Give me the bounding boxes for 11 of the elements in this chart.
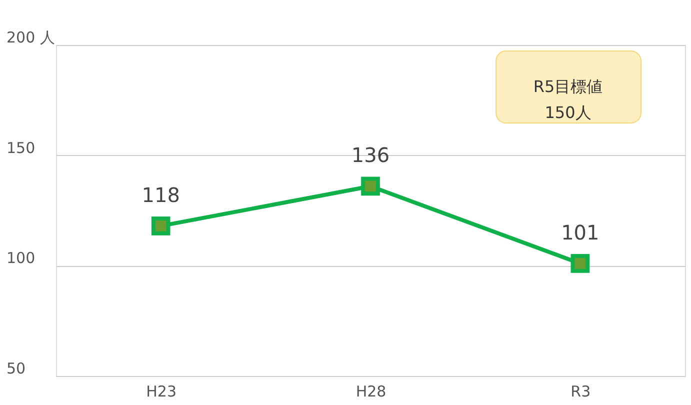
data-label: 136 — [351, 143, 390, 168]
data-label: 101 — [561, 220, 600, 244]
x-tick-label: H23 — [146, 382, 177, 400]
annotation: R5目標値 150人 — [533, 77, 603, 122]
y-tick-label: 200 人 — [6, 28, 55, 46]
x-tick-label: R3 — [570, 382, 591, 400]
y-tick-label: 50 — [6, 360, 26, 378]
y-tick-label: 100 — [6, 249, 36, 268]
x-tick-label: H28 — [356, 382, 386, 400]
y-tick-label: 150 — [6, 138, 36, 157]
data-label: 118 — [142, 182, 180, 207]
